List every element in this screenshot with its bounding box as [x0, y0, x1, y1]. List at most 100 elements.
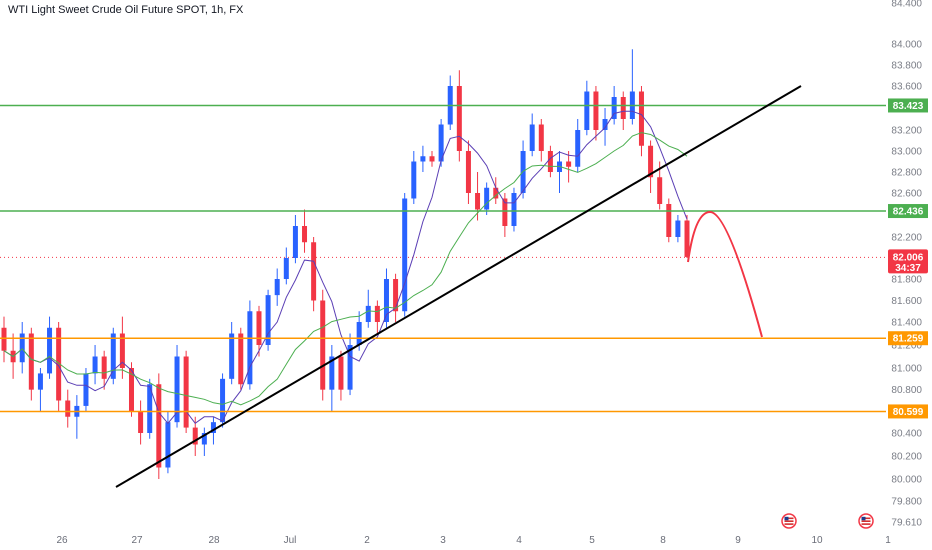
candle-body [684, 220, 690, 257]
candle-body [511, 193, 517, 226]
price-label-text: 80.599 [893, 407, 924, 418]
candle-body [602, 119, 608, 130]
candle-body [356, 322, 362, 345]
trendline[interactable] [115, 85, 802, 488]
candle-body [566, 161, 572, 167]
flag-icon-stripe [861, 517, 871, 520]
candle-body [47, 327, 53, 374]
y-tick-label: 80.200 [891, 452, 922, 463]
candle-body [638, 91, 644, 146]
x-tick-label: 9 [735, 535, 741, 546]
y-tick-label: 79.800 [891, 497, 922, 508]
candle-body [538, 124, 544, 151]
candle-body [657, 177, 663, 204]
candle-body [329, 356, 335, 390]
y-tick-label: 81.400 [891, 318, 922, 329]
us-flag-icon[interactable] [781, 513, 797, 529]
candle-body [110, 333, 116, 379]
y-tick-label: 80.800 [891, 385, 922, 396]
candle-body [493, 187, 499, 199]
chart-title: WTI Light Sweet Crude Oil Future SPOT, 1… [8, 4, 244, 16]
candle-body [220, 378, 226, 423]
candle-body [37, 373, 43, 390]
candle-body [648, 145, 654, 178]
flag-icon-stripe [861, 523, 871, 525]
candle-body [620, 97, 626, 119]
candle-body [65, 400, 71, 417]
x-tick-label: 26 [56, 535, 68, 546]
x-tick-label: 5 [589, 535, 595, 546]
candle-body [484, 187, 490, 210]
candle-body [229, 333, 235, 379]
x-tick-label: 2 [364, 535, 370, 546]
candle-body [393, 279, 399, 312]
candle-body [292, 226, 298, 258]
x-tick-label: Jul [284, 535, 297, 546]
candle-body [183, 356, 189, 428]
candle-body [593, 91, 599, 130]
x-tick-label: 10 [811, 535, 823, 546]
us-flag-icon[interactable] [858, 513, 874, 529]
y-tick-label: 79.610 [891, 518, 922, 529]
y-tick-label: 81.800 [891, 275, 922, 286]
x-tick-label: 8 [660, 535, 666, 546]
flag-icon-stripe [784, 517, 794, 520]
price-label-badge [888, 404, 928, 419]
candle-body [119, 333, 125, 368]
y-tick-label: 84.000 [891, 40, 922, 51]
price-label-text: 82.436 [893, 207, 924, 218]
candle-body [138, 411, 144, 433]
candle-body [1, 327, 7, 351]
y-tick-label: 82.200 [891, 233, 922, 244]
current-price-badge [888, 249, 928, 274]
flag-icon-stripe [861, 520, 871, 522]
candle-body [575, 130, 581, 167]
y-tick-label: 80.400 [891, 429, 922, 440]
fast-moving-average-line [3, 110, 688, 425]
candle-body [147, 384, 153, 433]
candle-body [56, 327, 62, 401]
candle-body [456, 86, 462, 151]
y-tick-label: 82.800 [891, 168, 922, 179]
candle-body [338, 356, 344, 390]
candle-body [675, 220, 681, 237]
slow-moving-average-line [3, 132, 688, 406]
x-tick-label: 28 [208, 535, 220, 546]
candle-body [165, 422, 171, 468]
price-label-text: 83.423 [893, 101, 924, 112]
price-label-badge [888, 204, 928, 219]
flag-icon-stripe [784, 523, 794, 525]
candle-body [611, 97, 617, 119]
candle-body [92, 356, 98, 374]
candle-body [429, 156, 435, 162]
candle-body [365, 305, 371, 322]
y-tick-label: 81.600 [891, 296, 922, 307]
countdown-timer: 34:37 [895, 263, 921, 274]
candle-body [256, 311, 262, 345]
candle-body [411, 161, 417, 199]
candle-body [383, 279, 389, 322]
candle-body [201, 433, 207, 445]
projection-curve[interactable] [687, 210, 763, 338]
y-tick-label: 83.000 [891, 147, 922, 158]
price-label-text: 81.259 [893, 334, 924, 345]
x-tick-label: 1 [885, 535, 891, 546]
candle-body [210, 422, 216, 433]
candle-body [347, 345, 353, 390]
y-tick-label: 81.200 [891, 341, 922, 352]
candle-body [19, 333, 25, 363]
price-label-badge [888, 331, 928, 346]
flag-icon-canton [784, 516, 789, 521]
candle-body [274, 279, 280, 296]
candle-body [192, 427, 198, 445]
candle-body [83, 373, 89, 406]
x-tick-label: 27 [131, 535, 143, 546]
candle-body [238, 333, 244, 385]
candle-body [302, 226, 308, 243]
candle-body [320, 300, 326, 390]
candle-body [666, 204, 672, 237]
y-tick-label: 82.600 [891, 189, 922, 200]
y-tick-label: 81.000 [891, 364, 922, 375]
candle-body [420, 156, 426, 162]
